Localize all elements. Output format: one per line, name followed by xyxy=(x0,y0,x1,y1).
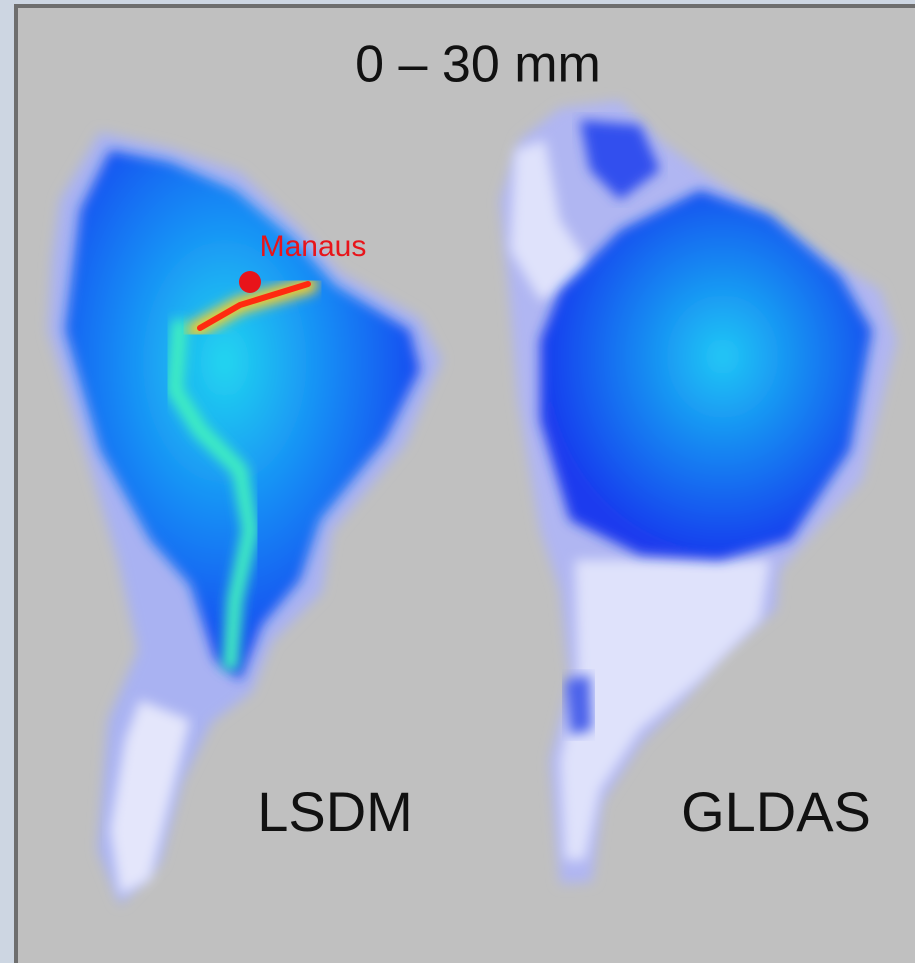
marker-label: Manaus xyxy=(260,230,367,263)
gldas-map xyxy=(500,100,897,884)
map-title: 0 – 30 mm xyxy=(355,36,601,94)
manaus-marker xyxy=(239,271,261,293)
map-label: LSDM xyxy=(257,780,413,843)
map-label: GLDAS xyxy=(681,780,871,843)
map-figure: 0 – 30 mm Manaus LSDM GLDAS xyxy=(0,0,915,963)
page: 0 – 30 mm Manaus LSDM GLDAS (() => { con… xyxy=(0,0,915,963)
